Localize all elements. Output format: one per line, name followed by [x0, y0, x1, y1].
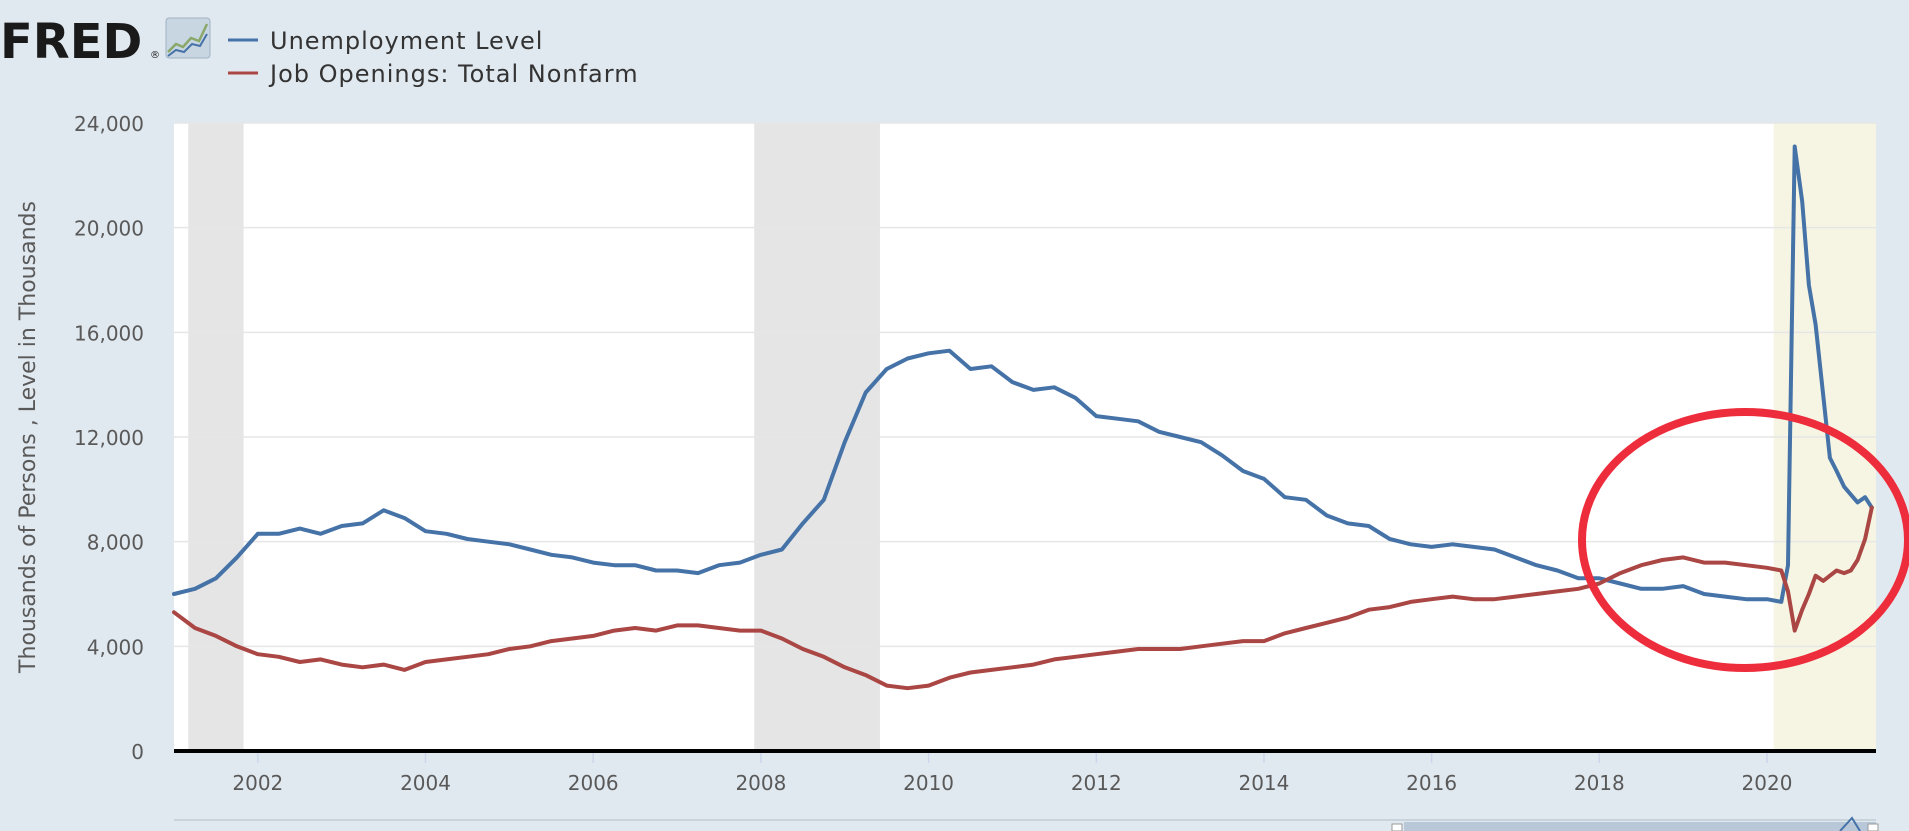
y-tick-label: 8,000 [87, 531, 144, 555]
gridlines [174, 122, 1876, 648]
chart-logo-icon [165, 17, 211, 59]
series-line-unemployment[interactable] [172, 144, 1874, 604]
y-tick-label: 4,000 [87, 635, 144, 659]
series-line-job-openings[interactable] [172, 505, 1874, 691]
fred-logo[interactable]: FRED ® [0, 14, 211, 70]
y-tick-label: 20,000 [74, 217, 144, 241]
navigator-series-line [1839, 816, 1861, 831]
legend-label-job-openings: Job Openings: Total Nonfarm [268, 60, 639, 88]
x-tick-label: 2018 [1574, 771, 1625, 795]
x-tick-label: 2002 [232, 771, 283, 795]
x-tick-label: 2008 [735, 771, 786, 795]
x-tick-label: 2004 [400, 771, 451, 795]
fred-logo-text: FRED [0, 14, 142, 70]
x-tick-label: 2012 [1071, 771, 1122, 795]
legend-item-unemployment[interactable]: Unemployment Level [228, 27, 543, 55]
y-tick-label: 24,000 [74, 112, 144, 136]
annotation-circle [1578, 408, 1909, 672]
legend: Unemployment Level Job Openings: Total N… [228, 27, 639, 88]
range-navigator[interactable] [174, 816, 1879, 831]
navigator-handle-right[interactable] [1867, 823, 1879, 831]
x-tick-label: 2016 [1406, 771, 1457, 795]
x-tick-label: 2014 [1238, 771, 1289, 795]
x-tick-label: 2006 [568, 771, 619, 795]
y-tick-label: 16,000 [74, 321, 144, 345]
x-tick-label: 2020 [1742, 771, 1793, 795]
navigator-handle-left[interactable] [1391, 823, 1403, 831]
registered-mark: ® [150, 50, 160, 61]
legend-item-job-openings[interactable]: Job Openings: Total Nonfarm [228, 60, 639, 88]
y-tick-label: 0 [131, 740, 144, 764]
navigator-selection[interactable] [1404, 822, 1876, 831]
y-tick-label: 12,000 [74, 426, 144, 450]
y-axis-ticks: 0 4,000 8,000 12,000 16,000 20,000 24,000 [74, 112, 144, 764]
x-axis-ticks: 2002 2004 2006 2008 2010 2012 2014 2016 2018 2020 [232, 751, 1792, 795]
x-tick-label: 2010 [903, 771, 954, 795]
legend-label-unemployment: Unemployment Level [270, 27, 543, 55]
series-lines [172, 144, 1874, 691]
y-axis-label: Thousands of Persons , Level in Thousand… [16, 201, 41, 674]
